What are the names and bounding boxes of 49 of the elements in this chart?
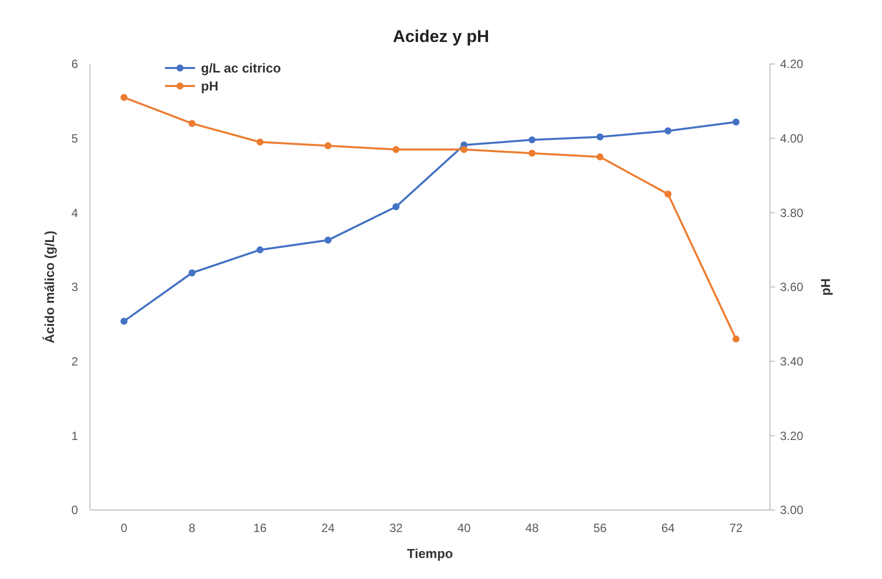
y2-tick-label: 3.80 — [780, 206, 804, 220]
point — [732, 336, 740, 343]
point — [664, 190, 672, 198]
x-tick-label: 24 — [321, 521, 335, 535]
y-tick-label: 4 — [71, 206, 78, 220]
point — [324, 236, 332, 244]
x-tick-label: 16 — [253, 521, 267, 535]
point — [528, 150, 536, 157]
x-tick-label: 56 — [593, 521, 607, 535]
chart-title: Acidez y pH — [392, 27, 490, 46]
point — [324, 142, 332, 150]
x-axis-title: Tiempo — [407, 546, 454, 561]
point — [188, 120, 196, 127]
point — [392, 146, 400, 153]
y-tick-label: 2 — [71, 354, 78, 369]
y2-tick-label: 3.60 — [780, 280, 804, 294]
x-tick-label: 72 — [729, 521, 743, 535]
point — [596, 153, 604, 160]
point — [528, 136, 536, 144]
x-tick-label: 32 — [389, 521, 403, 535]
x-tick-label: 48 — [525, 521, 539, 535]
x-tick-label: 8 — [188, 521, 196, 535]
y-tick-label: 1 — [71, 428, 78, 443]
y-tick-label: 0 — [71, 503, 78, 518]
y2-axis-title: pH — [818, 278, 833, 296]
x-tick-label: 0 — [120, 521, 128, 535]
y2-tick-label: 4.20 — [780, 57, 804, 72]
point — [596, 133, 604, 140]
x-tick-label: 40 — [457, 521, 471, 535]
point — [120, 94, 128, 101]
y-axis-title: Ácido málico (g/L) — [42, 230, 57, 344]
point — [664, 127, 672, 134]
legend-label: pH — [201, 78, 218, 94]
y-tick-label: 6 — [71, 57, 78, 72]
y2-tick-label: 3.20 — [780, 428, 804, 443]
point — [460, 146, 468, 153]
y2-tick-label: 3.40 — [780, 354, 804, 369]
y2-tick-label: 4.00 — [780, 132, 804, 146]
x-tick-label: 64 — [661, 521, 675, 535]
y-tick-label: 5 — [71, 132, 78, 146]
point — [188, 269, 196, 276]
y2-tick-label: 3.00 — [780, 503, 804, 518]
point — [256, 246, 264, 254]
point — [256, 138, 264, 146]
point — [120, 318, 128, 325]
y-tick-label: 3 — [71, 280, 78, 294]
point — [392, 203, 400, 210]
point — [732, 118, 740, 126]
legend-label: g/L ac citrico — [201, 60, 282, 76]
